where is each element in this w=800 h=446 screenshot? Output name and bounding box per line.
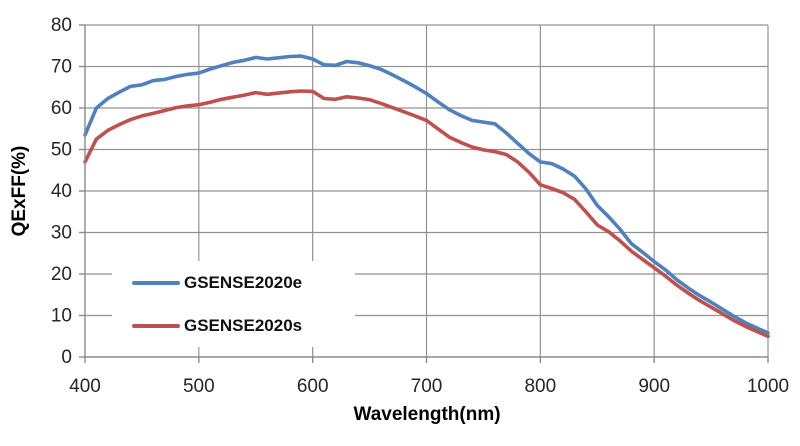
legend-line-sample-blue bbox=[132, 280, 180, 285]
y-tick-label: 80 bbox=[51, 15, 72, 36]
x-tick-label: 1000 bbox=[747, 376, 789, 397]
legend: GSENSE2020e GSENSE2020s bbox=[112, 261, 355, 347]
x-tick-label: 700 bbox=[411, 376, 443, 397]
series-line-gsense2020e bbox=[83, 54, 770, 335]
y-axis-title: QExFF(%) bbox=[9, 145, 30, 237]
series-line-gsense2020s bbox=[83, 89, 770, 339]
x-tick-label: 600 bbox=[297, 376, 329, 397]
y-tick-label: 50 bbox=[51, 140, 72, 161]
legend-label: GSENSE2020s bbox=[184, 315, 303, 335]
y-tick-label: 40 bbox=[51, 181, 72, 202]
x-tick-label: 900 bbox=[638, 376, 670, 397]
x-tick-label: 800 bbox=[524, 376, 556, 397]
y-tick-label: 0 bbox=[61, 347, 72, 368]
x-tick-label: 500 bbox=[183, 376, 215, 397]
y-tick-label: 30 bbox=[51, 223, 72, 244]
legend-line-sample-red bbox=[132, 323, 180, 328]
legend-item-gsense2020e: GSENSE2020e bbox=[132, 273, 355, 293]
y-tick-label: 70 bbox=[51, 57, 72, 78]
x-axis-title: Wavelength(nm) bbox=[353, 404, 501, 425]
y-tick-label: 20 bbox=[51, 264, 72, 285]
legend-item-gsense2020s: GSENSE2020s bbox=[132, 316, 355, 336]
legend-label: GSENSE2020e bbox=[184, 272, 303, 292]
x-tick-label: 400 bbox=[69, 376, 101, 397]
y-tick-label: 10 bbox=[51, 306, 72, 327]
y-tick-label: 60 bbox=[51, 98, 72, 119]
